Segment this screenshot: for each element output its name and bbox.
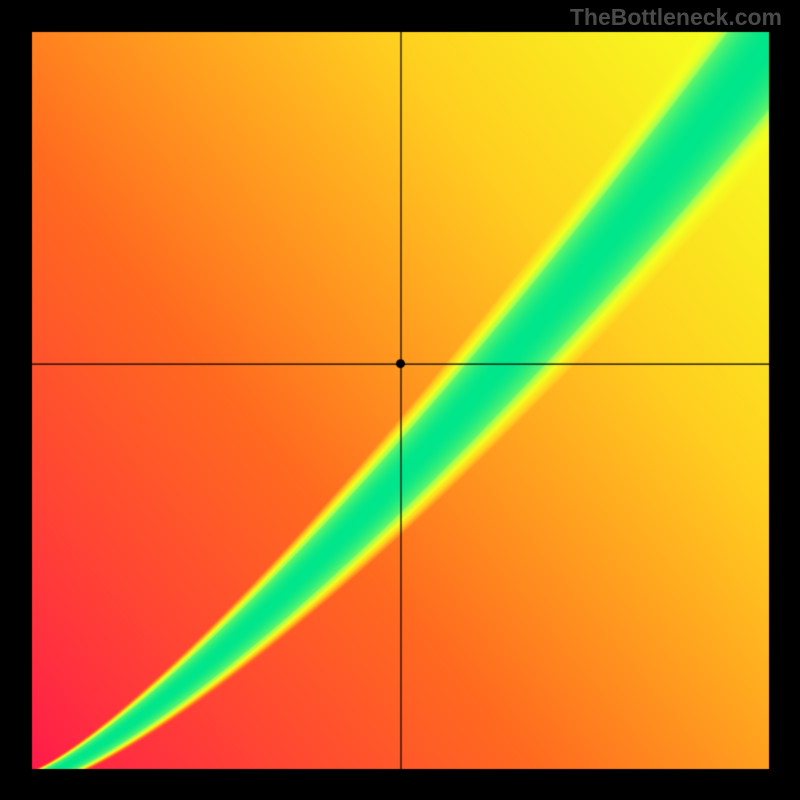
chart-container: TheBottleneck.com xyxy=(0,0,800,800)
watermark-text: TheBottleneck.com xyxy=(570,4,782,31)
bottleneck-heatmap-canvas xyxy=(0,0,800,800)
